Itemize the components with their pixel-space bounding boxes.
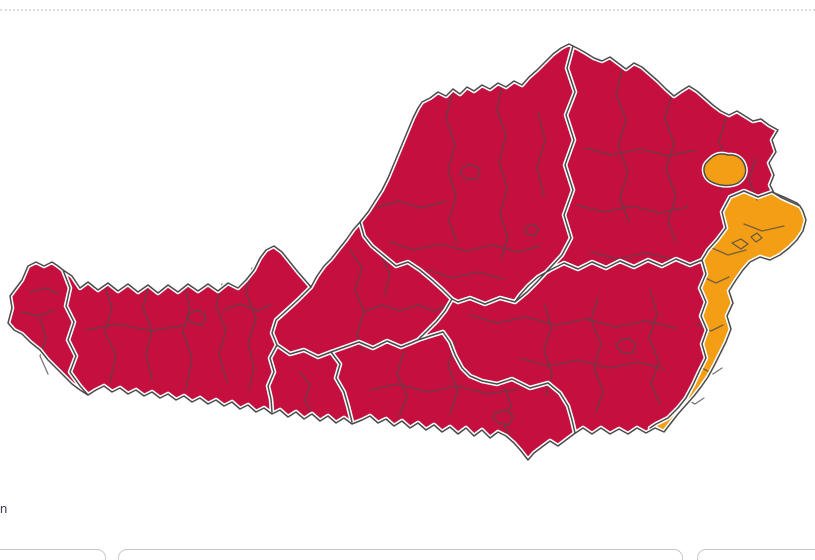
region-graz-stadt[interactable] [615, 337, 637, 355]
city-district-islands [186, 163, 763, 426]
region-wien[interactable] [703, 153, 747, 187]
state-borders [62, 45, 801, 434]
region-wien-group [701, 151, 748, 188]
bottom-card-2[interactable] [118, 549, 683, 560]
region-klagenfurt-stadt[interactable] [492, 409, 514, 426]
region-linz-stadt[interactable] [460, 163, 481, 181]
region-rust-stadt[interactable] [750, 232, 763, 243]
district-borders [21, 69, 785, 441]
region-eisenstadt-stadt[interactable] [731, 238, 749, 250]
bottom-card-3[interactable] [697, 549, 815, 560]
dotted-divider [0, 9, 815, 11]
clipped-text-label: n [0, 501, 8, 516]
region-steyr-stadt[interactable] [524, 223, 540, 237]
region-austria-red-states[interactable] [8, 44, 806, 460]
border-lines [7, 43, 807, 461]
bottom-card-1[interactable] [0, 549, 106, 560]
region-innsbruck-stadt[interactable] [186, 309, 207, 326]
country-outline [7, 43, 807, 461]
